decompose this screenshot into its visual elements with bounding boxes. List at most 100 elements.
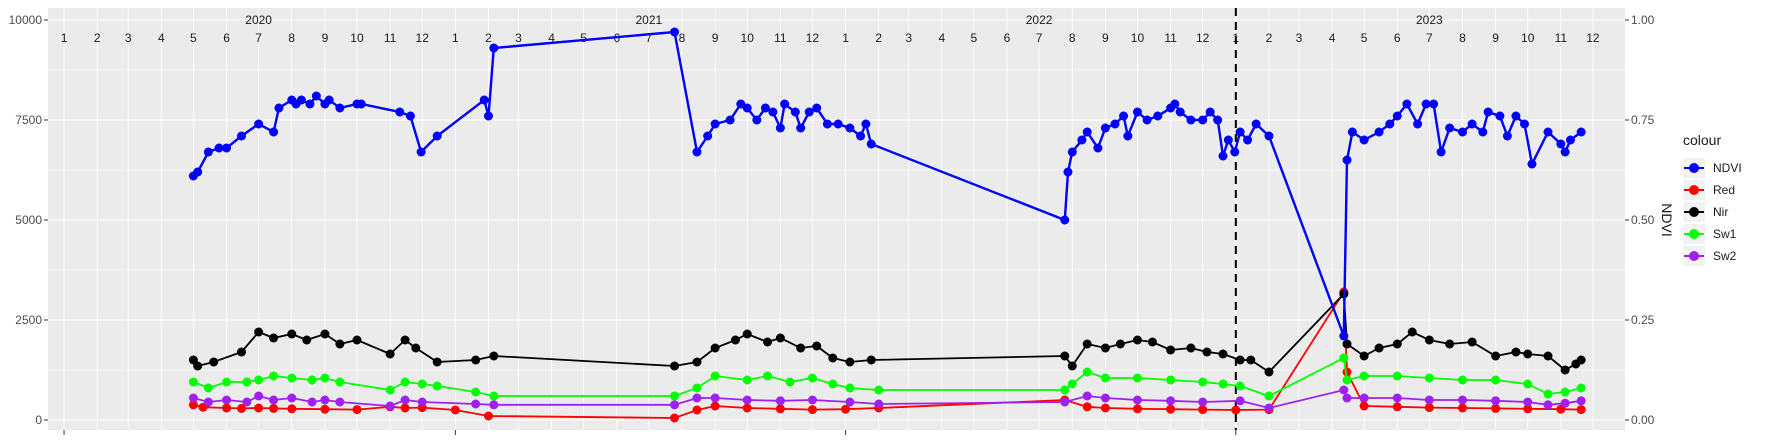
sw2-point xyxy=(471,399,481,409)
ndvi-point xyxy=(1556,139,1566,149)
ndvi-point xyxy=(1374,127,1384,137)
y-tick-label: 2500 xyxy=(15,313,42,327)
sw1-point xyxy=(1560,387,1570,397)
ndvi-point xyxy=(1213,115,1223,125)
month-tick-label: 8 xyxy=(679,31,686,45)
month-tick-label: 12 xyxy=(416,31,430,45)
month-tick-label: 2 xyxy=(94,31,101,45)
ndvi-point xyxy=(866,139,876,149)
sw1-point xyxy=(1264,391,1274,401)
legend-label-sw2: Sw2 xyxy=(1713,249,1737,263)
legend-key-point xyxy=(1689,251,1699,261)
sw1-point xyxy=(1067,379,1077,389)
y2-tick-label: 0.50 xyxy=(1631,213,1655,227)
ndvi-point xyxy=(324,95,334,105)
red-point xyxy=(450,405,460,415)
red-point xyxy=(1491,403,1501,413)
month-tick-label: 4 xyxy=(548,31,555,45)
ndvi-point xyxy=(1264,131,1274,141)
legend-label-ndvi: NDVI xyxy=(1713,161,1742,175)
red-point xyxy=(1392,402,1402,412)
nir-point xyxy=(1445,339,1455,349)
series-nir xyxy=(188,289,1586,377)
red-point xyxy=(400,403,410,413)
month-tick-label: 2 xyxy=(485,31,492,45)
sw1-point xyxy=(1342,375,1352,385)
nir-point xyxy=(335,339,345,349)
red-point xyxy=(222,403,232,413)
ndvi-point xyxy=(1223,135,1233,145)
red-point xyxy=(1132,404,1142,414)
nir-point xyxy=(1560,365,1570,375)
year-label: 2020 xyxy=(245,13,272,27)
month-tick-label: 3 xyxy=(515,31,522,45)
red-point xyxy=(483,411,493,421)
ndvi-point xyxy=(1445,123,1455,133)
ndvi-point xyxy=(274,103,284,113)
sw1-point xyxy=(670,391,680,401)
sw1-point xyxy=(489,391,499,401)
nir-point xyxy=(385,349,395,359)
sw1-point xyxy=(432,381,442,391)
ndvi-point xyxy=(356,99,366,109)
nir-point xyxy=(692,357,702,367)
nir-point xyxy=(269,333,279,343)
ndvi-point xyxy=(790,107,800,117)
ndvi-point xyxy=(305,99,315,109)
nir-point xyxy=(193,361,203,371)
series-layer xyxy=(188,27,1586,423)
sw1-point xyxy=(1424,373,1434,383)
ndvi-point xyxy=(1100,123,1110,133)
red-point xyxy=(320,404,330,414)
ndvi-point xyxy=(193,167,203,177)
ndvi-point xyxy=(1402,99,1412,109)
ndvi-point xyxy=(1519,119,1529,129)
red-point xyxy=(287,404,297,414)
sw2-point xyxy=(670,400,680,410)
red-point xyxy=(269,403,279,413)
nir-point xyxy=(775,333,785,343)
nir-point xyxy=(1264,367,1274,377)
ndvi-point xyxy=(775,123,785,133)
sw1-point xyxy=(1576,383,1586,393)
month-tick-label: 6 xyxy=(1004,31,1011,45)
ndvi-point xyxy=(405,111,415,121)
ndvi-point xyxy=(1339,331,1349,341)
sw2-point xyxy=(1523,397,1533,407)
ndvi-point xyxy=(483,111,493,121)
month-tick-label: 11 xyxy=(384,31,397,45)
sw1-point xyxy=(692,383,702,393)
sw2-point xyxy=(710,393,720,403)
ndvi-point xyxy=(861,119,871,129)
ndvi-point xyxy=(1392,111,1402,121)
sw1-point xyxy=(874,385,884,395)
ndvi-point xyxy=(1511,111,1521,121)
ndvi-point xyxy=(804,107,814,117)
sw2-point xyxy=(775,396,785,406)
ndvi-point xyxy=(1576,127,1586,137)
red-point xyxy=(1166,404,1176,414)
red-point xyxy=(254,403,264,413)
ndvi-point xyxy=(1502,131,1512,141)
ndvi-point xyxy=(1198,115,1208,125)
ndvi-point xyxy=(1186,115,1196,125)
ndvi-point xyxy=(489,43,499,53)
month-tick-label: 4 xyxy=(1329,31,1336,45)
y2-tick-label: 0.00 xyxy=(1631,413,1655,427)
month-tick-label: 12 xyxy=(1586,31,1600,45)
red-point xyxy=(775,404,785,414)
red-point xyxy=(1523,404,1533,414)
ndvi-point xyxy=(1063,167,1073,177)
sw1-point xyxy=(1457,375,1467,385)
sw1-point xyxy=(1392,371,1402,381)
ndvi-point xyxy=(1119,111,1129,121)
sw1-point xyxy=(471,387,481,397)
sw1-point xyxy=(1359,371,1369,381)
sw1-point xyxy=(1100,373,1110,383)
sw2-point xyxy=(320,395,330,405)
nir-point xyxy=(237,347,247,357)
nir-point xyxy=(1218,349,1228,359)
red-point xyxy=(1082,402,1092,412)
sw2-point xyxy=(1235,396,1245,406)
